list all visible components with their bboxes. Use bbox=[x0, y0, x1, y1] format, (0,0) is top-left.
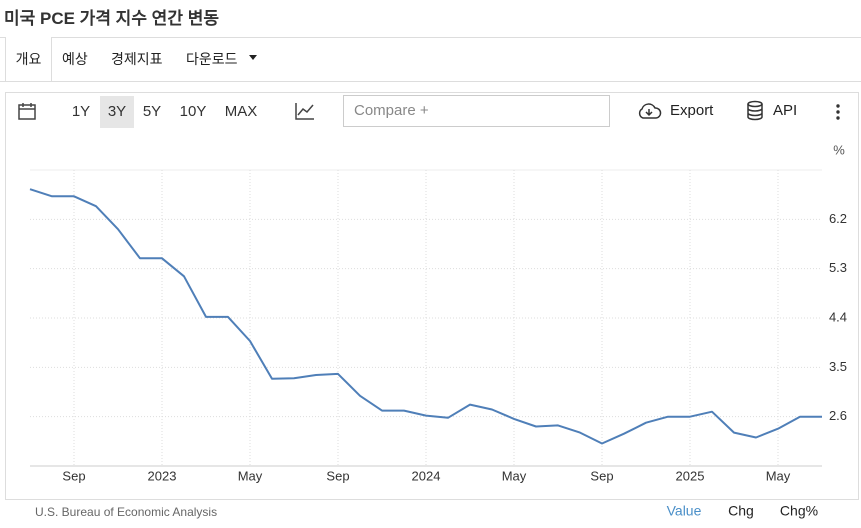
export-button[interactable]: Export bbox=[670, 102, 714, 119]
range-button[interactable]: MAX bbox=[224, 103, 258, 120]
range-button[interactable]: 3Y bbox=[100, 96, 134, 128]
dropdown-arrow bbox=[249, 55, 257, 60]
tab[interactable]: 개요 bbox=[5, 37, 52, 81]
chart-type-icon[interactable] bbox=[294, 101, 316, 121]
x-tick-label: Sep bbox=[590, 468, 613, 483]
compare-input[interactable]: Compare + bbox=[343, 95, 610, 127]
range-button[interactable]: 1Y bbox=[71, 103, 91, 120]
data-line bbox=[29, 188, 822, 445]
x-tick-label: May bbox=[238, 468, 263, 483]
chart-panel bbox=[5, 92, 859, 500]
y-tick-label: 2.6 bbox=[829, 408, 847, 423]
export-icon[interactable] bbox=[636, 101, 662, 121]
mode-button[interactable]: Chg% bbox=[780, 503, 818, 519]
mode-button[interactable]: Chg bbox=[728, 503, 754, 519]
page-title: 미국 PCE 가격 지수 연간 변동 bbox=[4, 9, 219, 28]
y-tick-label: 5.3 bbox=[829, 260, 847, 275]
range-button[interactable]: 10Y bbox=[179, 103, 207, 120]
api-button[interactable]: API bbox=[773, 102, 798, 119]
tab[interactable]: 다운로드 bbox=[186, 51, 238, 67]
y-tick-label: 3.5 bbox=[829, 359, 847, 374]
x-tick-label: May bbox=[502, 468, 527, 483]
x-tick-label: Sep bbox=[62, 468, 85, 483]
range-button[interactable]: 5Y bbox=[142, 103, 162, 120]
x-tick-label: 2025 bbox=[676, 468, 705, 483]
tab[interactable]: 예상 bbox=[62, 51, 88, 67]
menu-icon[interactable] bbox=[834, 103, 842, 121]
calendar-icon[interactable] bbox=[17, 101, 37, 121]
y-tick-label: 6.2 bbox=[829, 211, 847, 226]
x-tick-label: 2024 bbox=[412, 468, 441, 483]
api-icon[interactable] bbox=[745, 100, 765, 122]
mode-button[interactable]: Value bbox=[667, 503, 702, 519]
tab[interactable]: 경제지표 bbox=[111, 51, 163, 67]
x-tick-label: Sep bbox=[326, 468, 349, 483]
tab-bar bbox=[0, 37, 861, 82]
unit-label: % bbox=[833, 142, 845, 157]
y-tick-label: 4.4 bbox=[829, 309, 847, 324]
x-tick-label: May bbox=[766, 468, 791, 483]
source-note: U.S. Bureau of Economic Analysis bbox=[35, 505, 217, 519]
x-tick-label: 2023 bbox=[148, 468, 177, 483]
